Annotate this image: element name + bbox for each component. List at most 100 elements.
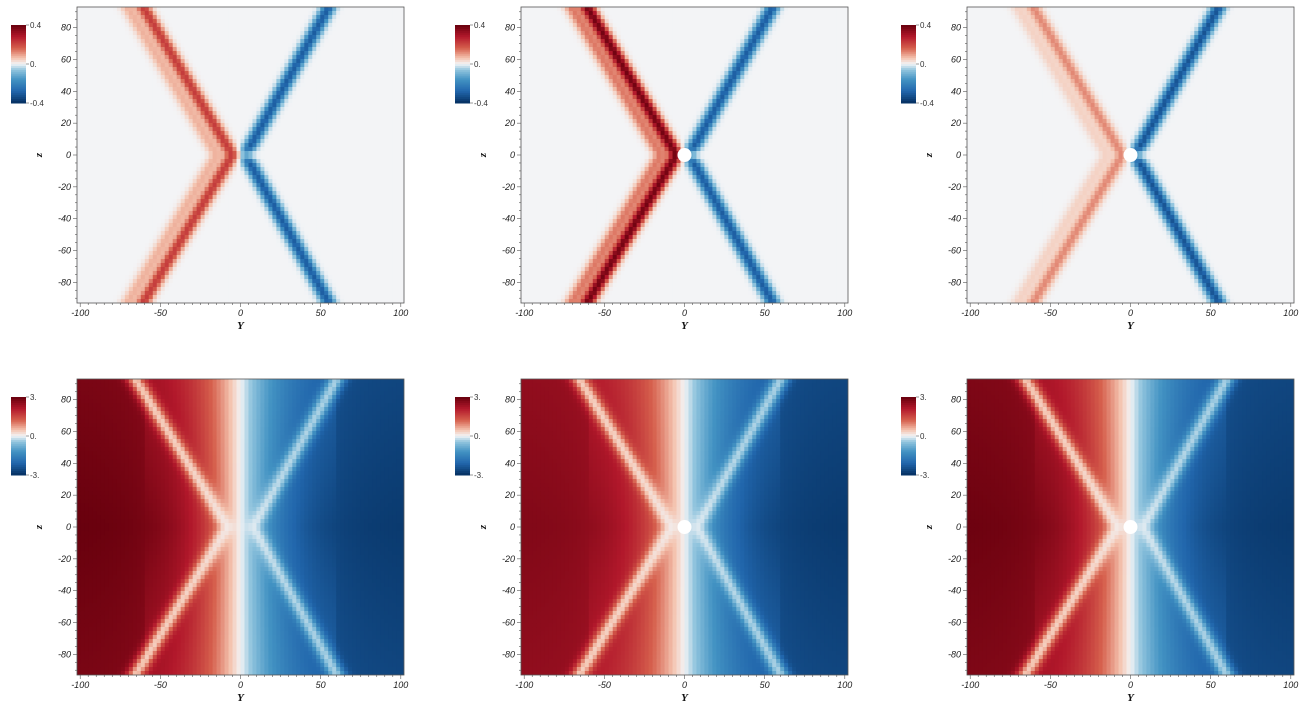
heatmap-cell (176, 263, 182, 268)
heatmap-cell (144, 71, 150, 76)
heatmap-cell (236, 299, 242, 303)
heatmap-cell (204, 63, 210, 68)
heatmap-cell (220, 291, 226, 296)
heatmap-cell (128, 55, 134, 60)
heatmap-cell (88, 47, 94, 52)
heatmap-cell (324, 67, 329, 72)
heatmap-cell (288, 51, 293, 56)
heatmap-cell (84, 247, 90, 252)
heatmap-cell (168, 231, 174, 236)
heatmap-cell (240, 111, 246, 116)
heatmap-cell (116, 231, 122, 236)
heatmap-cell (176, 211, 182, 216)
heatmap-cell (220, 139, 226, 144)
heatmap-cell (188, 143, 194, 148)
heatmap-cell (164, 279, 170, 284)
heatmap-cell (140, 163, 146, 168)
heatmap-cell (316, 187, 321, 192)
heatmap-cell (224, 251, 230, 256)
heatmap-cell (292, 79, 297, 84)
heatmap-cell (148, 143, 154, 148)
heatmap-cell (220, 299, 226, 303)
heatmap-cell (132, 119, 138, 124)
heatmap-cell (120, 267, 126, 272)
heatmap-cell (252, 147, 258, 152)
heatmap-cell (220, 159, 226, 164)
heatmap-cell (160, 219, 166, 224)
heatmap-cell (196, 55, 202, 60)
heatmap-cell (272, 127, 277, 132)
heatmap-cell (228, 299, 234, 303)
heatmap-cell (232, 119, 238, 124)
heatmap-cell (152, 299, 158, 303)
heatmap-cell (136, 147, 142, 152)
heatmap-cell (116, 103, 122, 108)
heatmap-cell (148, 203, 154, 208)
heatmap-cell (152, 59, 158, 64)
heatmap-cell (224, 127, 230, 132)
heatmap-cell (104, 207, 110, 212)
heatmap-cell (156, 127, 162, 132)
heatmap-cell (288, 247, 293, 252)
heatmap-cell (200, 43, 206, 48)
heatmap-cell (128, 135, 134, 140)
heatmap-cell (128, 27, 134, 32)
heatmap-cell (312, 91, 317, 96)
heatmap-cell (148, 243, 154, 248)
heatmap-cell (140, 155, 146, 160)
heatmap-cell (77, 151, 82, 156)
heatmap-cell (152, 95, 158, 100)
heatmap-cell (184, 131, 190, 136)
heatmap-cell (140, 39, 146, 44)
heatmap-cell (264, 203, 270, 208)
heatmap-cell (188, 67, 194, 72)
heatmap-cell (136, 123, 142, 128)
heatmap-cell (232, 279, 238, 284)
heatmap-cell (172, 39, 178, 44)
heatmap-cell (132, 295, 138, 300)
heatmap-cell (280, 95, 285, 100)
heatmap-cell (108, 263, 114, 268)
heatmap-cell (128, 223, 134, 228)
heatmap-cell (332, 107, 337, 112)
heatmap-cell (144, 27, 150, 32)
heatmap-cell (128, 287, 134, 292)
heatmap-cell (88, 231, 94, 236)
heatmap-cell (220, 107, 226, 112)
heatmap-cell (268, 291, 273, 296)
heatmap-cell (104, 291, 110, 296)
heatmap-cell (188, 71, 194, 76)
heatmap-cell (140, 7, 146, 12)
heatmap-cell (168, 147, 174, 152)
heatmap-cell (304, 235, 309, 240)
heatmap-cell (344, 143, 349, 148)
heatmap-cell (276, 87, 281, 92)
heatmap-cell (92, 239, 98, 244)
heatmap-cell (132, 171, 138, 176)
heatmap-cell (224, 263, 230, 268)
heatmap-cell (204, 123, 210, 128)
heatmap-cell (172, 223, 178, 228)
heatmap-cell (308, 27, 313, 32)
heatmap-cell (148, 127, 154, 132)
heatmap-cell (312, 71, 317, 76)
heatmap-cell (200, 99, 206, 104)
heatmap-cell (272, 275, 277, 280)
heatmap-cell (108, 63, 114, 68)
heatmap-cell (304, 143, 309, 148)
heatmap-cell (148, 135, 154, 140)
heatmap-cell (192, 243, 198, 248)
heatmap-cell (340, 71, 345, 76)
heatmap-cell (212, 39, 218, 44)
heatmap-cell (96, 251, 102, 256)
heatmap-cell (176, 219, 182, 224)
heatmap-cell (168, 271, 174, 276)
heatmap-cell (168, 79, 174, 84)
heatmap-cell (180, 255, 186, 260)
heatmap-cell (252, 79, 258, 84)
heatmap-cell (168, 111, 174, 116)
heatmap-cell (212, 27, 218, 32)
heatmap-cell (252, 267, 258, 272)
heatmap-cell (196, 7, 202, 12)
heatmap-cell (292, 295, 297, 300)
